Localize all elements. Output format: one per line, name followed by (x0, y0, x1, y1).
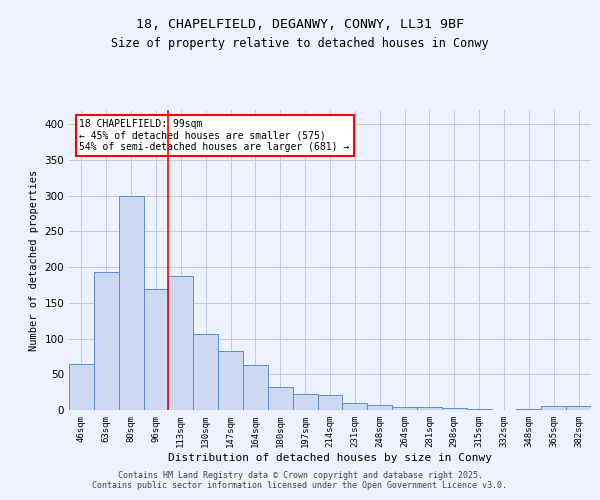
Text: 18, CHAPELFIELD, DEGANWY, CONWY, LL31 9BF: 18, CHAPELFIELD, DEGANWY, CONWY, LL31 9B… (136, 18, 464, 30)
Y-axis label: Number of detached properties: Number of detached properties (29, 170, 39, 350)
Bar (417, 407, 442, 410)
Bar (143, 288, 169, 410)
Bar (94, 272, 119, 410)
Bar (541, 406, 566, 410)
Bar (218, 352, 243, 410)
Text: Size of property relative to detached houses in Conwy: Size of property relative to detached ho… (111, 38, 489, 51)
Bar (343, 403, 367, 410)
Bar (442, 408, 467, 410)
Bar (268, 387, 293, 410)
Bar (566, 406, 591, 410)
X-axis label: Distribution of detached houses by size in Conwy: Distribution of detached houses by size … (168, 452, 492, 462)
Bar (193, 334, 218, 410)
Bar (317, 395, 343, 410)
Bar (169, 276, 193, 410)
Bar (119, 196, 143, 410)
Bar (293, 394, 317, 410)
Bar (392, 407, 417, 410)
Text: 18 CHAPELFIELD: 99sqm
← 45% of detached houses are smaller (575)
54% of semi-det: 18 CHAPELFIELD: 99sqm ← 45% of detached … (79, 119, 350, 152)
Bar (367, 405, 392, 410)
Text: Contains HM Land Registry data © Crown copyright and database right 2025.
Contai: Contains HM Land Registry data © Crown c… (92, 470, 508, 490)
Bar (243, 365, 268, 410)
Bar (69, 364, 94, 410)
